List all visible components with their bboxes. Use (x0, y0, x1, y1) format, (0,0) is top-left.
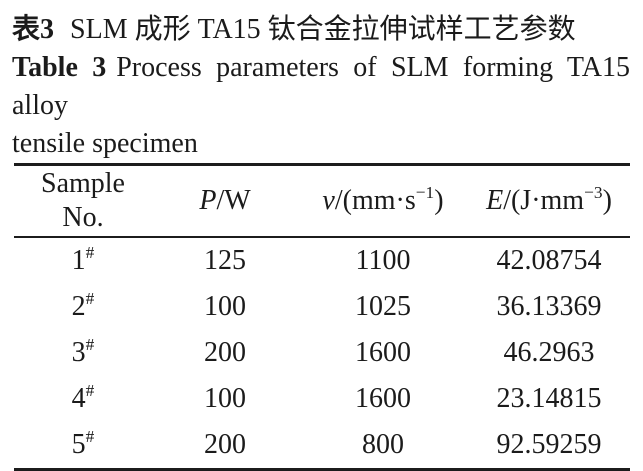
sample-hash-sup: # (85, 427, 95, 447)
table-row: 4# 100 1600 23.14815 (14, 376, 630, 422)
sample-cell: 4# (14, 376, 152, 422)
sample-number: 5 (71, 429, 86, 460)
sample-cell: 3# (14, 330, 152, 376)
table-row: 3# 200 1600 46.2963 (14, 330, 630, 376)
unit-speed-exponent: −1 (415, 183, 435, 203)
table-caption-chinese: 表3 SLM 成形 TA15 钛合金拉伸试样工艺参数 (12, 11, 630, 49)
unit-speed-post: ) (434, 185, 444, 216)
caption-label-cn: 表3 (12, 14, 55, 45)
energy-cell: 23.14815 (496, 383, 602, 414)
header-laser-power: P/W (152, 165, 298, 238)
sample-number: 4 (71, 383, 86, 414)
unit-energy-post: ) (602, 185, 612, 216)
symbol-E: E (486, 185, 504, 216)
table-caption-english: Table 3 Process parameters of SLM forming… (12, 49, 630, 125)
symbol-P: P (199, 185, 217, 216)
energy-cell: 92.59259 (496, 429, 602, 460)
sample-cell: 2# (14, 284, 152, 330)
header-row: Sample No. P/W v/(mm·s−1) E/(J·mm−3) (14, 165, 630, 238)
sample-number: 1 (71, 245, 86, 276)
speed-cell: 1600 (355, 383, 411, 414)
table-row: 5# 200 800 92.59259 (14, 422, 630, 470)
speed-cell: 1600 (355, 337, 411, 368)
energy-cell: 46.2963 (503, 337, 595, 368)
energy-cell: 42.08754 (496, 245, 602, 276)
process-parameters-table: Sample No. P/W v/(mm·s−1) E/(J·mm−3) 1# … (14, 163, 630, 471)
power-cell: 200 (204, 337, 246, 368)
sample-number: 2 (71, 291, 86, 322)
speed-cell: 1025 (355, 291, 411, 322)
unit-energy-pre: /(J·mm (503, 185, 585, 216)
header-energy-density: E/(J·mm−3) (468, 165, 630, 238)
caption-label-en: Table 3 (12, 52, 107, 83)
unit-power: /W (216, 185, 251, 216)
header-sample-line1: Sample (41, 168, 125, 199)
caption-text-cn: SLM 成形 TA15 钛合金拉伸试样工艺参数 (70, 14, 576, 45)
table-row: 1# 125 1100 42.08754 (14, 237, 630, 284)
symbol-v: v (322, 185, 335, 216)
speed-cell: 1100 (355, 245, 411, 276)
header-sample-no: Sample No. (14, 165, 152, 238)
speed-cell: 800 (362, 429, 404, 460)
document-page: 表3 SLM 成形 TA15 钛合金拉伸试样工艺参数 Table 3 Process… (12, 11, 630, 471)
unit-energy-exponent: −3 (584, 183, 603, 203)
unit-speed-pre: /(mm·s (334, 185, 416, 216)
header-scan-speed: v/(mm·s−1) (298, 165, 468, 238)
sample-cell: 5# (14, 422, 152, 470)
power-cell: 100 (204, 383, 246, 414)
table-row: 2# 100 1025 36.13369 (14, 284, 630, 330)
sample-hash-sup: # (85, 335, 95, 355)
power-cell: 125 (204, 245, 246, 276)
power-cell: 100 (204, 291, 246, 322)
sample-hash-sup: # (85, 243, 95, 263)
sample-cell: 1# (14, 237, 152, 284)
sample-hash-sup: # (85, 289, 95, 309)
sample-number: 3 (71, 337, 86, 368)
caption-text-en-continued: tensile specimen (12, 128, 198, 159)
header-sample-line2: No. (62, 202, 104, 233)
sample-hash-sup: # (85, 381, 95, 401)
caption-text-en: Process parameters of SLM forming TA15 a… (12, 52, 630, 121)
power-cell: 200 (204, 429, 246, 460)
energy-cell: 36.13369 (496, 291, 602, 322)
